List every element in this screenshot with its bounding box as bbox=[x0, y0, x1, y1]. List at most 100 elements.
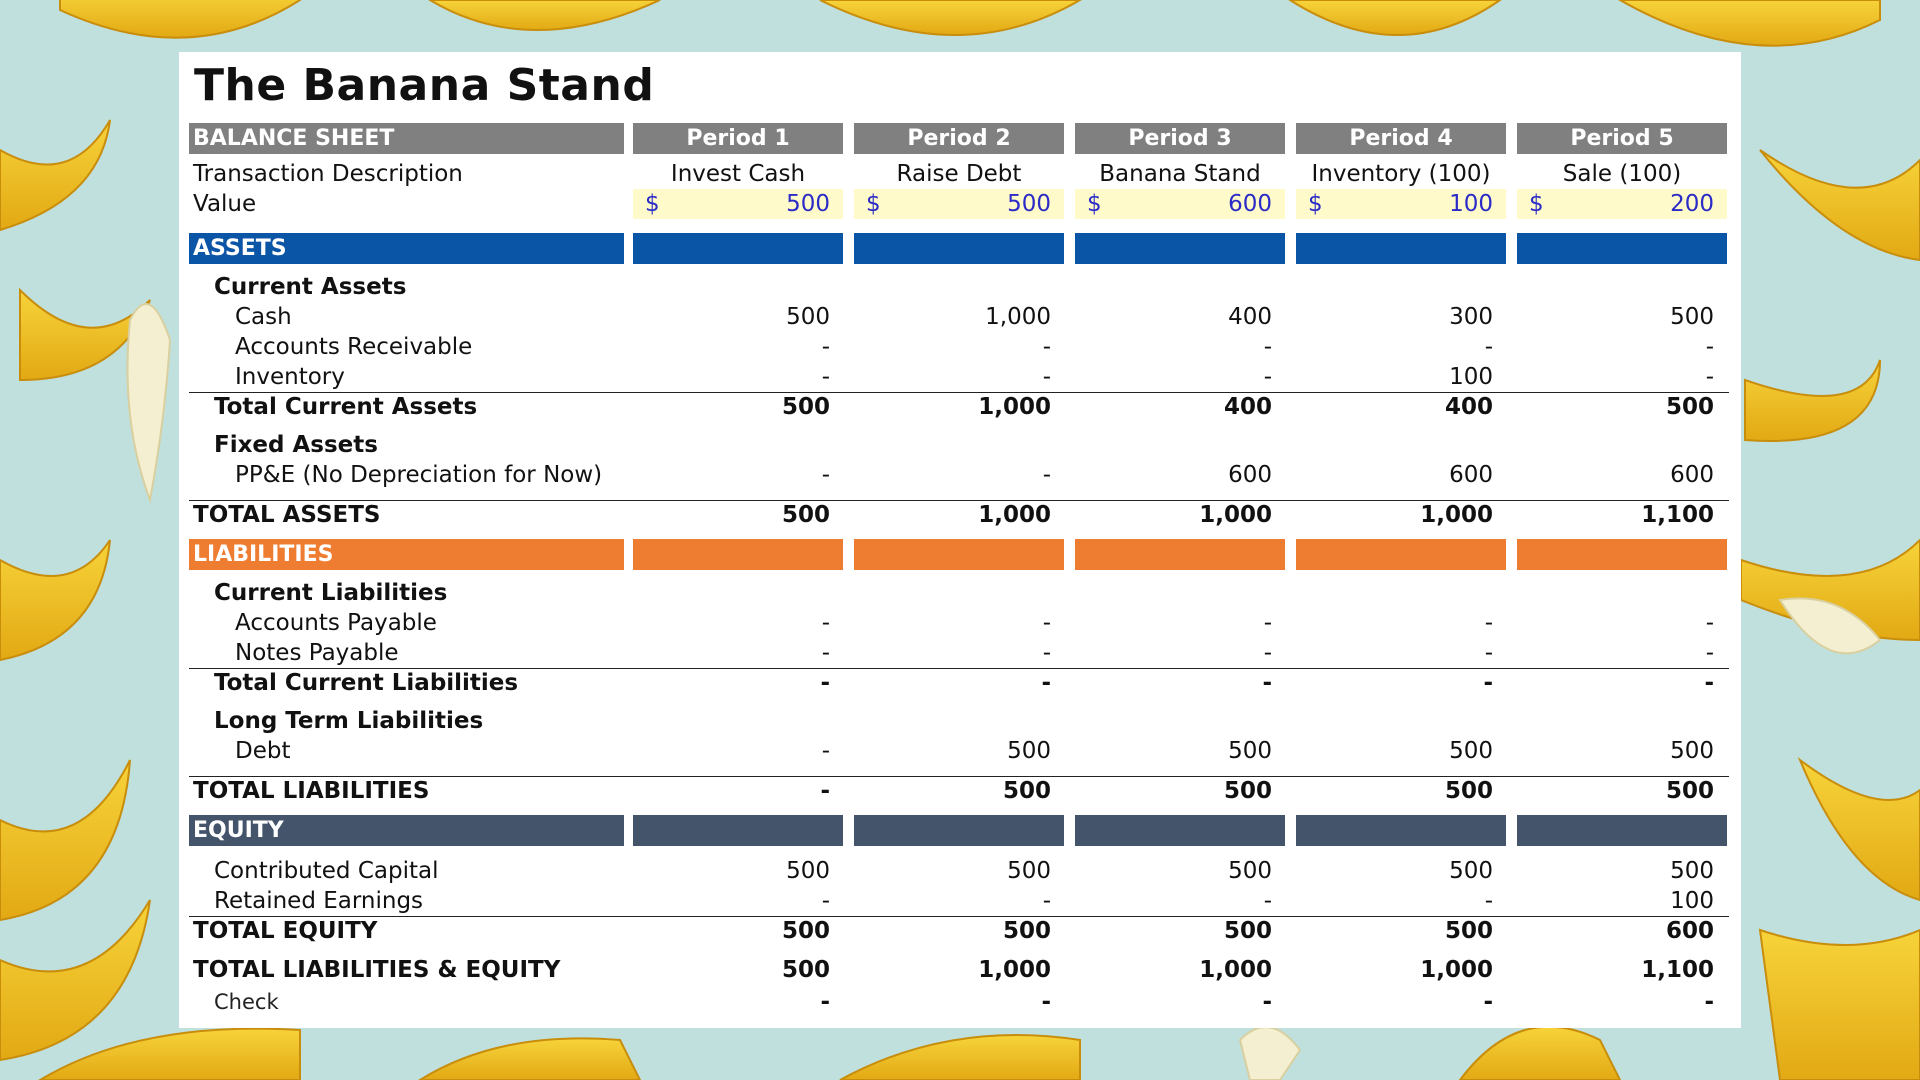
inventory-p4: 100 bbox=[1449, 364, 1493, 390]
tl-p2: 500 bbox=[1002, 778, 1051, 804]
band-fill bbox=[1075, 539, 1285, 570]
band-fill bbox=[854, 233, 1064, 264]
notes-row: Notes Payable - - - - - bbox=[189, 638, 1729, 668]
tle-p3: 1,000 bbox=[1199, 957, 1272, 983]
balance-sheet: The Banana Stand BALANCE SHEET Period 1 … bbox=[179, 52, 1741, 1028]
fixed-assets-label: Fixed Assets bbox=[214, 432, 378, 458]
cash-p3: 400 bbox=[1228, 304, 1272, 330]
currency-symbol: $ bbox=[1087, 191, 1102, 217]
debt-row: Debt - 500 500 500 500 bbox=[189, 736, 1729, 766]
retained-p2: - bbox=[1042, 888, 1051, 914]
liabilities-band: LIABILITIES bbox=[189, 539, 1729, 570]
contributed-p5: 500 bbox=[1670, 858, 1714, 884]
value-p5: 200 bbox=[1670, 191, 1714, 217]
value-input-p1[interactable]: $500 bbox=[633, 189, 843, 219]
te-p5: 600 bbox=[1665, 918, 1714, 944]
band-fill bbox=[1517, 815, 1727, 846]
sheet-title: The Banana Stand bbox=[194, 60, 655, 111]
tcl-p1: - bbox=[820, 670, 830, 696]
transaction-label: Transaction Description bbox=[193, 161, 463, 187]
transaction-p3: Banana Stand bbox=[1099, 161, 1261, 187]
value-p3: 600 bbox=[1228, 191, 1272, 217]
receivable-p4: - bbox=[1484, 334, 1493, 360]
tcl-p5: - bbox=[1704, 670, 1714, 696]
payable-p2: - bbox=[1042, 610, 1051, 636]
ta-p4: 1,000 bbox=[1420, 502, 1493, 528]
te-p3: 500 bbox=[1223, 918, 1272, 944]
tl-p3: 500 bbox=[1223, 778, 1272, 804]
band-fill bbox=[1296, 539, 1506, 570]
tcl-p4: - bbox=[1483, 670, 1493, 696]
value-label: Value bbox=[193, 191, 257, 217]
ppe-p5: 600 bbox=[1670, 462, 1714, 488]
inventory-label: Inventory bbox=[235, 364, 345, 390]
total-current-assets-row: Total Current Assets 500 1,000 400 400 5… bbox=[189, 392, 1729, 422]
cash-row: Cash 500 1,000 400 300 500 bbox=[189, 302, 1729, 332]
value-input-p3[interactable]: $600 bbox=[1075, 189, 1285, 219]
total-le-label: TOTAL LIABILITIES & EQUITY bbox=[193, 957, 561, 983]
ppe-p1: - bbox=[821, 462, 830, 488]
band-fill bbox=[1517, 233, 1727, 264]
transaction-p2: Raise Debt bbox=[896, 161, 1022, 187]
total-current-liabilities-label: Total Current Liabilities bbox=[214, 670, 519, 696]
equity-band: EQUITY bbox=[189, 815, 1729, 846]
debt-p1: - bbox=[821, 738, 830, 764]
te-p2: 500 bbox=[1002, 918, 1051, 944]
cash-p5: 500 bbox=[1670, 304, 1714, 330]
liabilities-label: LIABILITIES bbox=[189, 539, 624, 570]
debt-p2: 500 bbox=[1007, 738, 1051, 764]
band-fill bbox=[633, 233, 843, 264]
tl-p4: 500 bbox=[1444, 778, 1493, 804]
current-liabilities-label: Current Liabilities bbox=[214, 580, 448, 606]
value-row: Value $500 $500 $600 $100 $200 bbox=[189, 189, 1729, 219]
divider bbox=[189, 500, 1729, 501]
te-p1: 500 bbox=[781, 918, 830, 944]
ppe-p4: 600 bbox=[1449, 462, 1493, 488]
currency-symbol: $ bbox=[645, 191, 660, 217]
payable-p3: - bbox=[1263, 610, 1272, 636]
ppe-p3: 600 bbox=[1228, 462, 1272, 488]
debt-p3: 500 bbox=[1228, 738, 1272, 764]
long-term-liabilities-heading: Long Term Liabilities bbox=[189, 706, 1729, 736]
check-p1: - bbox=[820, 989, 830, 1015]
contributed-p3: 500 bbox=[1228, 858, 1272, 884]
check-p3: - bbox=[1262, 989, 1272, 1015]
tca-p3: 400 bbox=[1223, 394, 1272, 420]
transaction-p4: Inventory (100) bbox=[1311, 161, 1491, 187]
receivable-p5: - bbox=[1705, 334, 1714, 360]
assets-band: ASSETS bbox=[189, 233, 1729, 264]
ta-p2: 1,000 bbox=[978, 502, 1051, 528]
value-input-p2[interactable]: $500 bbox=[854, 189, 1064, 219]
cash-p4: 300 bbox=[1449, 304, 1493, 330]
band-fill bbox=[1075, 815, 1285, 846]
tcl-p2: - bbox=[1041, 670, 1051, 696]
receivable-row: Accounts Receivable - - - - - bbox=[189, 332, 1729, 362]
cash-p2: 1,000 bbox=[985, 304, 1051, 330]
notes-p5: - bbox=[1705, 640, 1714, 666]
notes-p2: - bbox=[1042, 640, 1051, 666]
contributed-p1: 500 bbox=[786, 858, 830, 884]
total-equity-label: TOTAL EQUITY bbox=[193, 918, 378, 944]
transaction-p1: Invest Cash bbox=[670, 161, 806, 187]
inventory-p3: - bbox=[1263, 364, 1272, 390]
ppe-row: PP&E (No Depreciation for Now) - - 600 6… bbox=[189, 460, 1729, 490]
total-current-liabilities-row: Total Current Liabilities - - - - - bbox=[189, 668, 1729, 698]
period-4-header: Period 4 bbox=[1296, 123, 1506, 154]
currency-symbol: $ bbox=[1529, 191, 1544, 217]
inventory-p1: - bbox=[821, 364, 830, 390]
retained-row: Retained Earnings - - - - 100 bbox=[189, 886, 1729, 916]
tle-p2: 1,000 bbox=[978, 957, 1051, 983]
retained-label: Retained Earnings bbox=[214, 888, 424, 914]
balance-sheet-label: BALANCE SHEET bbox=[189, 123, 624, 154]
value-input-p4[interactable]: $100 bbox=[1296, 189, 1506, 219]
value-input-p5[interactable]: $200 bbox=[1517, 189, 1727, 219]
currency-symbol: $ bbox=[866, 191, 881, 217]
band-fill bbox=[633, 815, 843, 846]
ta-p5: 1,100 bbox=[1641, 502, 1714, 528]
equity-label: EQUITY bbox=[189, 815, 624, 846]
inventory-row: Inventory - - - 100 - bbox=[189, 362, 1729, 392]
tca-p5: 500 bbox=[1665, 394, 1714, 420]
total-current-assets-label: Total Current Assets bbox=[214, 394, 478, 420]
receivable-p2: - bbox=[1042, 334, 1051, 360]
check-row: Check - - - - - bbox=[189, 987, 1729, 1017]
